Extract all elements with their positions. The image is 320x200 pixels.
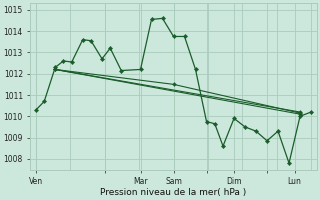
X-axis label: Pression niveau de la mer( hPa ): Pression niveau de la mer( hPa ) (100, 188, 247, 197)
